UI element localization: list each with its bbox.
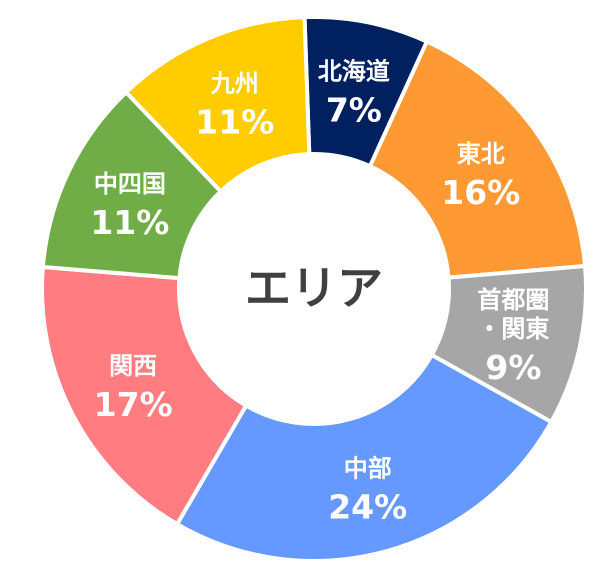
slice-label-6: 九州 11% xyxy=(195,69,274,141)
slice-name-3-0: 中部 xyxy=(344,454,392,482)
slice-labels: 北海道 7% 東北 16% 首都圏・関東 9% 中部 24% 関西 17% 中四国 11% 九州 11% xyxy=(90,57,549,526)
slice-value-3: 24% xyxy=(328,487,407,526)
slice-label-4: 関西 17% xyxy=(94,352,173,424)
slice-name-1-0: 東北 xyxy=(457,140,505,168)
slice-name-4-0: 関西 xyxy=(109,352,157,380)
slice-label-2: 首都圏・関東 9% xyxy=(477,286,549,387)
slice-label-3: 中部 24% xyxy=(328,454,407,526)
slice-6 xyxy=(124,15,312,194)
slice-name-0-0: 北海道 xyxy=(318,57,390,85)
donut-slices xyxy=(40,15,588,563)
slice-value-2: 9% xyxy=(485,348,541,387)
slice-value-1: 16% xyxy=(441,173,520,212)
slice-name-5-0: 中四国 xyxy=(94,170,166,198)
slice-1 xyxy=(368,39,588,280)
slice-3 xyxy=(175,352,554,563)
slice-value-6: 11% xyxy=(195,102,274,141)
slice-name-2-0: 首都圏 xyxy=(477,286,549,314)
slice-name-2-1: ・関東 xyxy=(477,315,549,343)
slice-value-5: 11% xyxy=(90,203,169,242)
slice-label-5: 中四国 11% xyxy=(90,170,169,242)
slice-name-6-0: 九州 xyxy=(210,69,259,97)
slice-value-4: 17% xyxy=(94,385,173,424)
center-label: エリア xyxy=(245,261,383,315)
slice-4 xyxy=(40,265,249,527)
slice-label-1: 東北 16% xyxy=(441,140,520,212)
slice-label-0: 北海道 7% xyxy=(318,57,390,129)
slice-value-0: 7% xyxy=(326,90,382,129)
